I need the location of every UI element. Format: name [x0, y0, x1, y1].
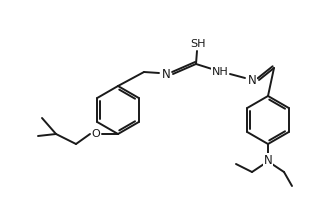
Text: N: N — [162, 67, 170, 80]
Text: SH: SH — [190, 39, 206, 49]
Text: N: N — [248, 73, 256, 86]
Text: NH: NH — [212, 67, 228, 77]
Text: O: O — [92, 129, 100, 139]
Text: N: N — [264, 153, 272, 166]
